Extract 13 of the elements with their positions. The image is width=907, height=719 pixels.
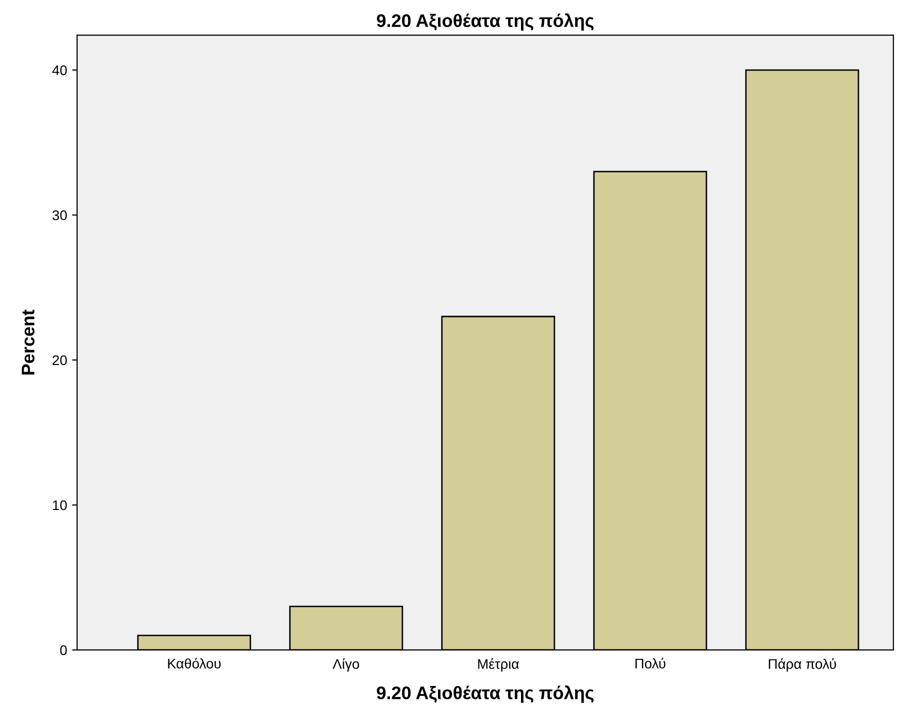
y-axis-title: Percent — [22, 310, 34, 375]
x-axis-title: 9.20 Αξιοθέατα της πόλης — [376, 686, 594, 703]
x-tick-label: Μέτρια — [478, 658, 519, 672]
x-tick-label: Πολύ — [635, 658, 666, 669]
x-tick-label: Πάρα πολύ — [768, 658, 836, 672]
y-tick-label: 10 — [52, 500, 67, 510]
y-tick-label: 20 — [52, 355, 67, 366]
x-tick-label: Λίγο — [332, 658, 360, 672]
y-tick-label: 0 — [60, 645, 67, 656]
chart-title: 9.20 Αξιοθέατα της πόλης — [376, 13, 594, 31]
y-tick-label: 30 — [52, 210, 67, 220]
x-tick-label: Καθόλου — [168, 658, 221, 669]
y-tick-label: 40 — [52, 65, 67, 76]
